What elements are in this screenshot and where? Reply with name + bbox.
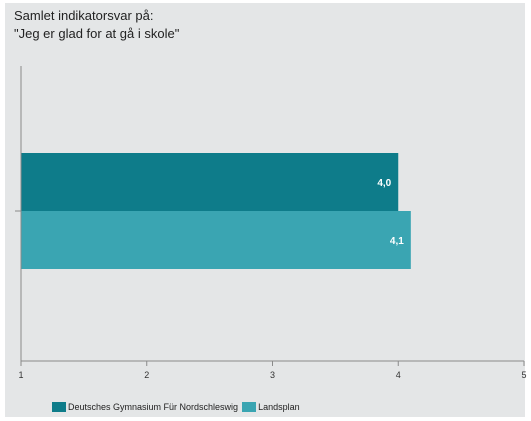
chart-title-line-1: Samlet indikatorsvar på: (14, 8, 154, 23)
bar-value-label-0: 4,0 (377, 178, 391, 189)
x-tick-label-4: 4 (396, 370, 401, 380)
x-tick-label-5: 5 (521, 370, 526, 380)
legend-label-school: Deutsches Gymnasium Für Nordschleswig (68, 402, 239, 412)
bar-1 (21, 211, 411, 269)
legend-item-landsplan: Landsplan (242, 402, 300, 412)
legend-label-landsplan: Landsplan (258, 402, 300, 412)
chart-title: Samlet indikatorsvar på: "Jeg er glad fo… (14, 7, 179, 43)
chart-legend: Deutsches Gymnasium Für Nordschleswig La… (52, 402, 304, 412)
legend-swatch-landsplan (242, 402, 257, 412)
legend-item-school: Deutsches Gymnasium Für Nordschleswig (52, 402, 238, 412)
chart-title-line-2: "Jeg er glad for at gå i skole" (14, 26, 180, 41)
bar-value-label-1: 4,1 (390, 236, 404, 247)
legend-swatch-school (52, 402, 66, 412)
bar-0 (21, 153, 399, 211)
x-tick-label-1: 1 (18, 370, 23, 380)
x-tick-label-3: 3 (270, 370, 275, 380)
x-tick-label-2: 2 (144, 370, 149, 380)
